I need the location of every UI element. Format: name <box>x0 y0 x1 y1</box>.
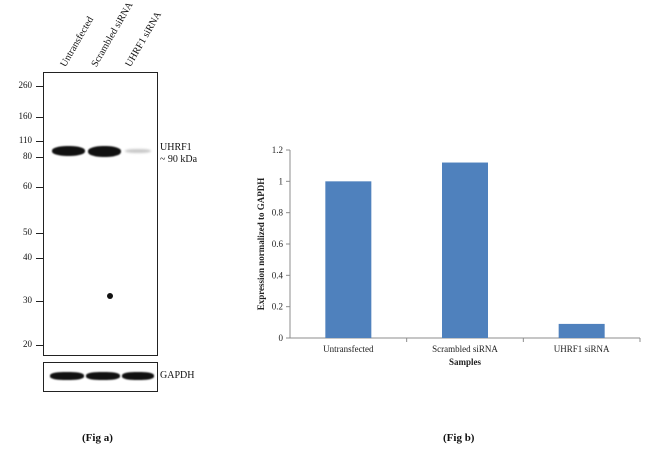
y-tick-label: 0.6 <box>272 239 284 249</box>
x-tick-label: UHRF1 siRNA <box>554 344 610 354</box>
band-label-mw: ~ 90 kDa <box>160 154 198 165</box>
mw-tick <box>36 157 43 158</box>
y-tick-label: 1 <box>279 176 284 186</box>
x-axis-title: Samples <box>449 357 482 367</box>
band-untransfected <box>52 146 85 156</box>
mw-marker: 30 <box>23 295 32 305</box>
mw-tick <box>36 117 43 118</box>
y-tick-label: 0.4 <box>272 270 284 280</box>
gapdh-band-uhrf1-sirna <box>122 372 154 380</box>
x-tick-label: Scrambled siRNA <box>432 344 498 354</box>
band-scrambled-sirna <box>88 146 121 157</box>
bar-1 <box>442 162 488 338</box>
mw-tick <box>36 187 43 188</box>
mw-tick <box>36 345 43 346</box>
fig-b-label: (Fig b) <box>443 432 475 444</box>
y-axis-title: Expression normalized to GAPDH <box>256 178 266 311</box>
mw-marker: 110 <box>18 135 32 145</box>
fig-a-label: (Fig a) <box>82 432 113 444</box>
y-tick-label: 0.8 <box>272 208 284 218</box>
mw-marker: 160 <box>18 111 33 121</box>
gapdh-membrane <box>43 362 158 392</box>
y-tick-label: 0 <box>279 333 284 343</box>
mw-tick <box>36 141 43 142</box>
blot-membrane <box>43 72 158 356</box>
mw-tick <box>36 301 43 302</box>
bar-2 <box>558 323 605 338</box>
lane-label-uhrf1-sirna: UHRF1 siRNA <box>123 9 164 69</box>
gapdh-label: GAPDH <box>160 370 195 381</box>
mw-marker: 50 <box>23 227 32 237</box>
y-tick-label: 0.2 <box>272 302 283 312</box>
mw-marker: 40 <box>23 252 32 262</box>
gapdh-band-scrambled-sirna <box>86 372 120 380</box>
x-tick-label: Untransfected <box>323 344 374 354</box>
mw-tick <box>36 86 43 87</box>
blot-artifact-spot <box>107 293 113 299</box>
mw-marker: 260 <box>18 80 33 90</box>
mw-marker: 80 <box>23 151 32 161</box>
y-tick-label: 1.2 <box>272 145 283 155</box>
mw-tick <box>36 258 43 259</box>
mw-tick <box>36 233 43 234</box>
gapdh-band-untransfected <box>50 372 84 380</box>
band-uhrf1-sirna <box>125 149 151 153</box>
mw-marker: 20 <box>23 339 32 349</box>
mw-marker: 60 <box>23 181 32 191</box>
bar-0 <box>325 181 372 338</box>
band-label-uhrf1: UHRF1 <box>160 142 192 153</box>
